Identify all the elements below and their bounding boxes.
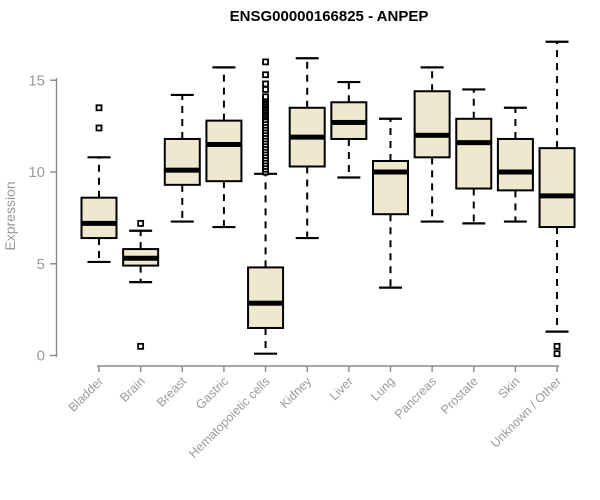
outlier-point xyxy=(95,104,103,112)
outlier-point xyxy=(262,80,269,88)
box-iqr xyxy=(538,147,576,229)
x-tick-label: Breast xyxy=(154,374,190,410)
outlier-point xyxy=(137,342,145,350)
box-iqr xyxy=(163,137,201,186)
box-iqr xyxy=(371,159,409,216)
median-line xyxy=(81,220,117,226)
median-line xyxy=(539,193,575,199)
x-tick-label: Lung xyxy=(368,374,398,404)
median-line xyxy=(456,140,492,146)
outlier-point xyxy=(553,350,561,358)
median-line xyxy=(123,255,159,261)
outlier-point xyxy=(262,71,269,79)
median-line xyxy=(372,169,408,175)
median-line xyxy=(414,132,450,138)
x-tick-label: Pancreas xyxy=(392,374,439,421)
y-tick-label: 10 xyxy=(28,164,45,181)
outlier-point xyxy=(262,93,269,101)
outlier-point xyxy=(262,58,269,66)
x-tick-label: Gastric xyxy=(193,374,231,412)
box-iqr xyxy=(247,266,285,329)
median-line xyxy=(206,141,242,147)
outlier-point xyxy=(553,342,561,350)
box-iqr xyxy=(413,90,451,159)
x-tick-label: Kidney xyxy=(277,374,314,411)
outlier-point xyxy=(262,86,269,93)
x-tick-label: Hematopoietic cells xyxy=(186,374,273,461)
box-iqr xyxy=(496,137,534,192)
x-tick-label: Brain xyxy=(117,374,148,405)
y-axis-title: Expression xyxy=(2,181,18,250)
box-iqr xyxy=(80,196,118,240)
x-tick-label: Bladder xyxy=(66,374,106,414)
y-tick-label: 0 xyxy=(37,348,45,365)
box-iqr xyxy=(455,117,493,190)
outlier-point xyxy=(137,219,145,227)
chart-title: ENSG00000166825 - ANPEP xyxy=(230,8,429,25)
box-iqr xyxy=(205,119,243,183)
y-tick-label: 5 xyxy=(37,256,45,273)
median-line xyxy=(289,134,325,140)
x-tick-label: Prostate xyxy=(438,374,481,417)
median-line xyxy=(497,169,533,175)
y-tick-label: 15 xyxy=(28,72,45,89)
x-tick-label: Liver xyxy=(327,374,356,403)
x-tick-label: Skin xyxy=(495,374,522,401)
outlier-point xyxy=(95,124,103,132)
median-line xyxy=(248,300,284,306)
median-line xyxy=(331,119,367,125)
x-tick-label: Unknown / Other xyxy=(488,374,564,450)
median-line xyxy=(164,167,200,173)
